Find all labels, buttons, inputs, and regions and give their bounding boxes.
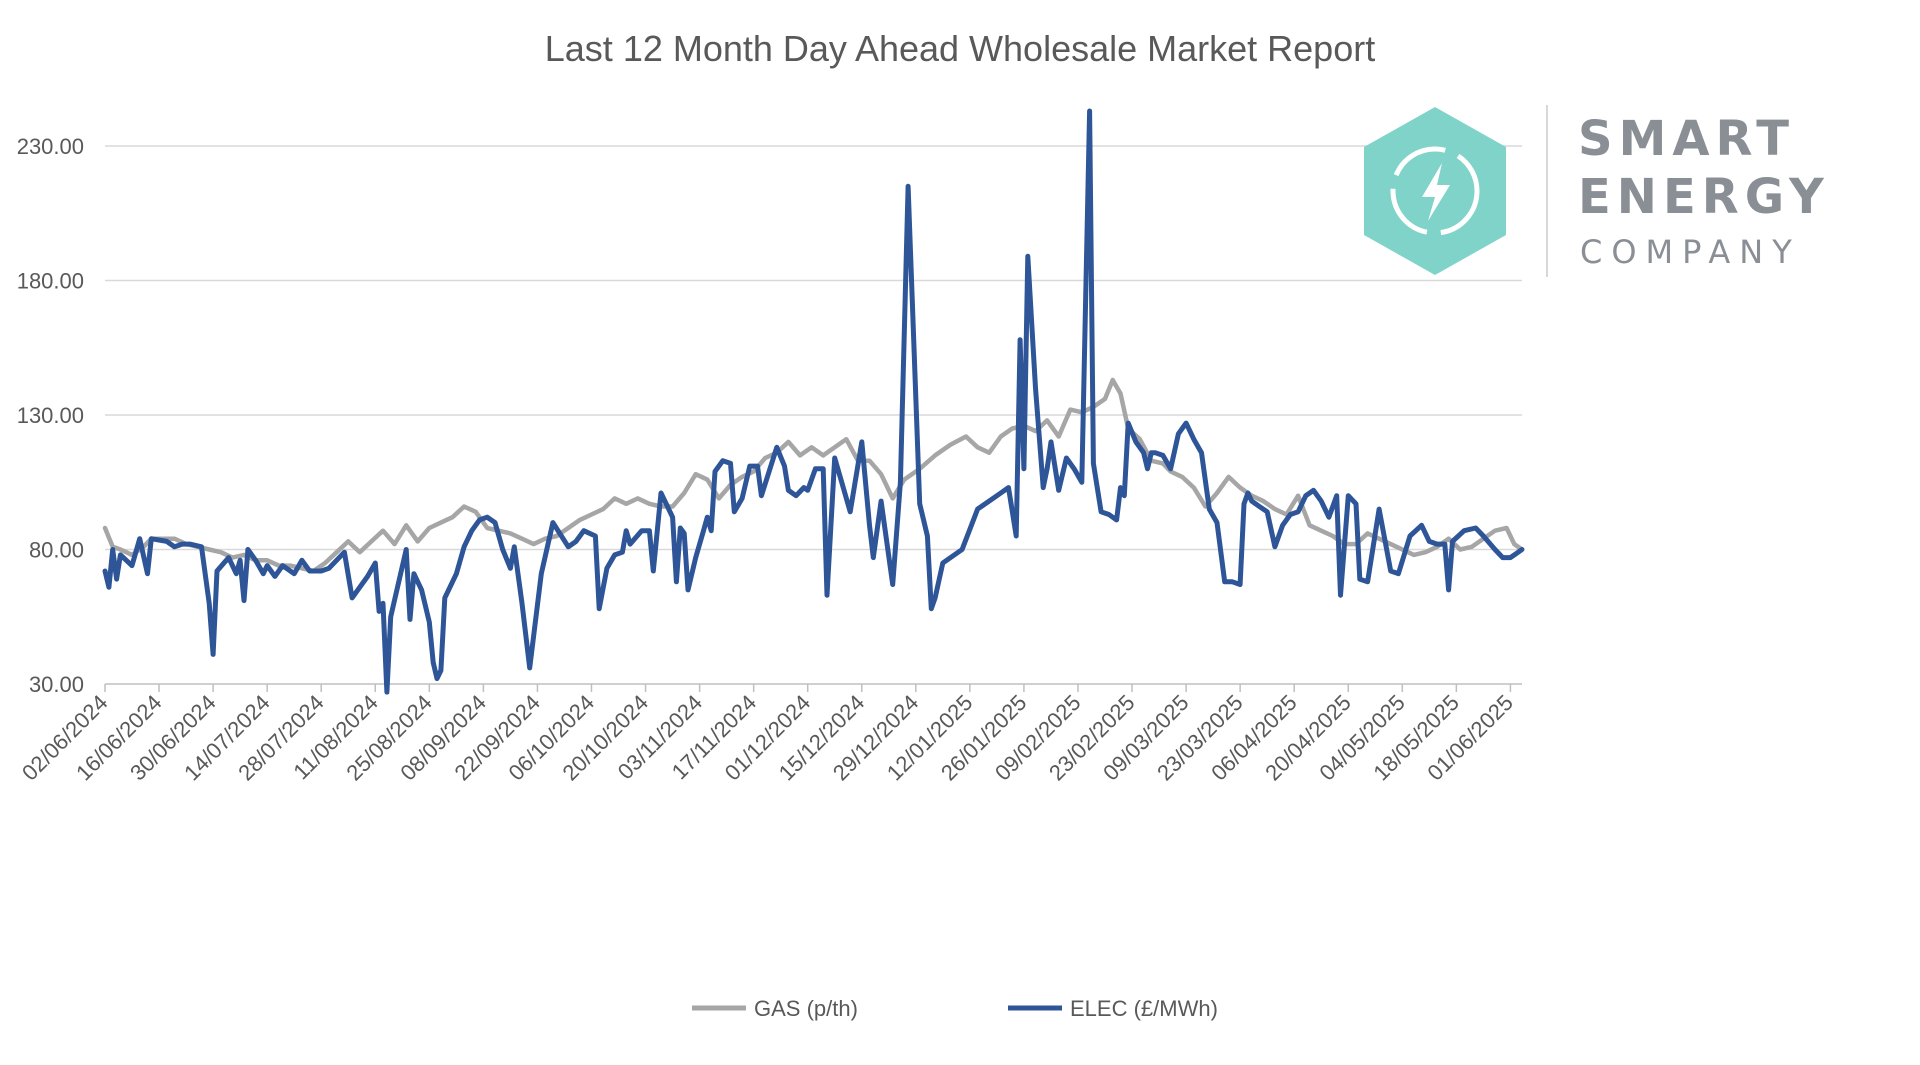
- y-tick-label: 130.00: [17, 403, 84, 428]
- x-axis-tick-labels: 02/06/202416/06/202430/06/202414/07/2024…: [17, 684, 1518, 785]
- series-lines: [102, 108, 1525, 695]
- legend-label-gas: GAS (p/th): [754, 996, 858, 1021]
- logo-text-company: COMPANY: [1580, 233, 1801, 271]
- y-axis-tick-labels: 30.00 80.00 130.00 180.00 230.00: [17, 134, 84, 697]
- legend-label-elec: ELEC (£/MWh): [1070, 996, 1218, 1021]
- y-tick-label: 30.00: [29, 672, 84, 697]
- logo-text-energy: ENERGY: [1578, 169, 1830, 225]
- chart-title: Last 12 Month Day Ahead Wholesale Market…: [544, 28, 1376, 69]
- y-tick-label: 80.00: [29, 538, 84, 563]
- lightning-bolt-hexagon-icon: [1364, 107, 1506, 275]
- gridlines: [105, 145, 1522, 551]
- smart-energy-company-logo: SMART ENERGY COMPANY: [1360, 105, 1860, 280]
- legend: GAS (p/th) ELEC (£/MWh): [692, 996, 1218, 1021]
- y-tick-label: 230.00: [17, 134, 84, 159]
- y-tick-label: 180.00: [17, 269, 84, 294]
- series-line-elec: [102, 108, 1525, 695]
- logo-text-smart: SMART: [1578, 111, 1796, 167]
- series-line-gas: [102, 377, 1525, 574]
- logo-divider: [1546, 105, 1548, 277]
